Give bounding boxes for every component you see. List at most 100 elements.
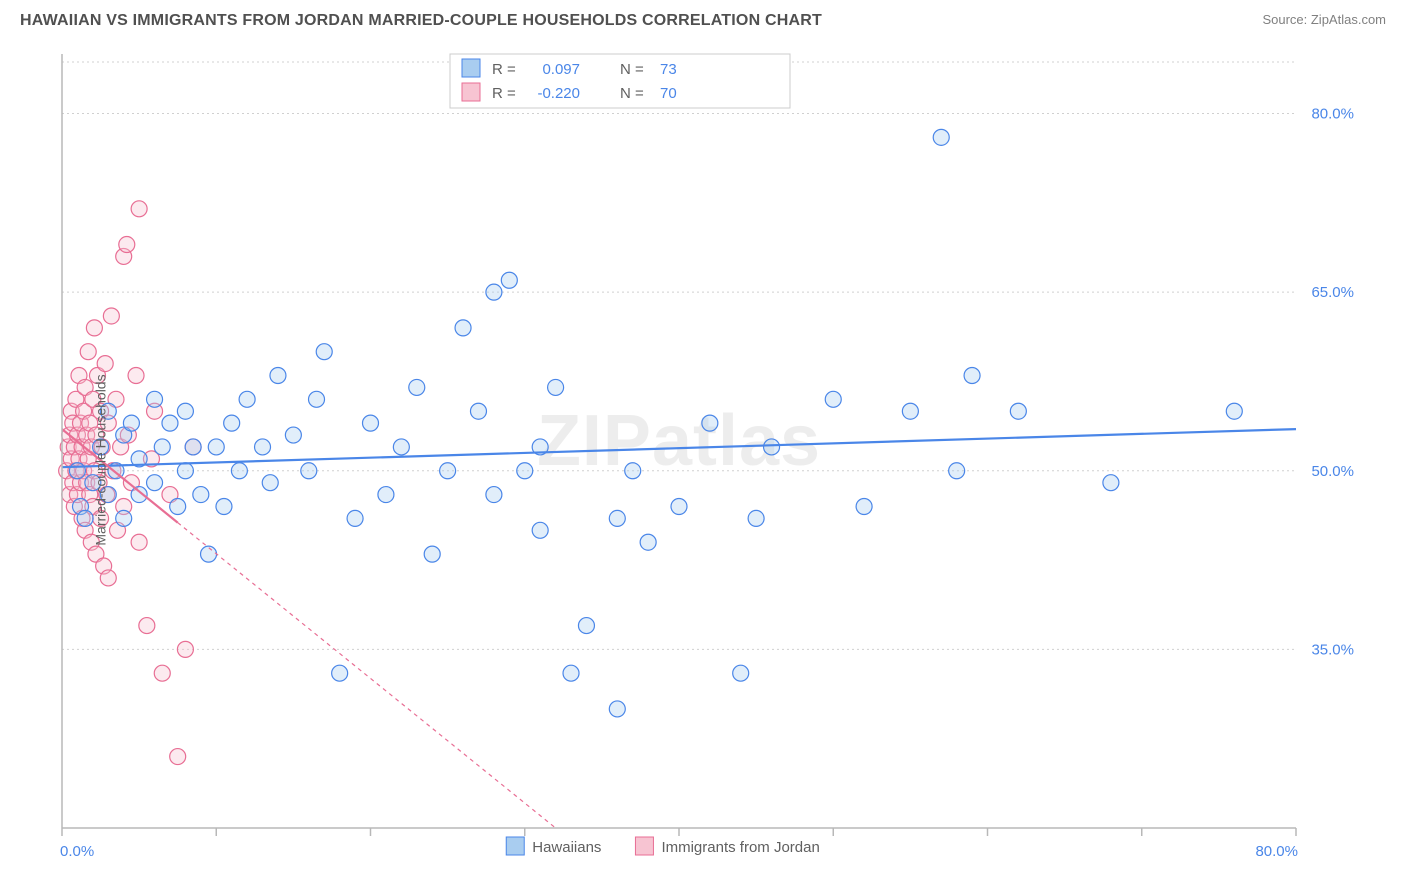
y-tick-label: 80.0% (1311, 106, 1354, 123)
data-point (702, 415, 718, 431)
y-tick-label: 50.0% (1311, 463, 1354, 480)
data-point (548, 379, 564, 395)
x-tick-label: 0.0% (60, 843, 94, 860)
data-point (748, 510, 764, 526)
data-point (231, 463, 247, 479)
x-tick-label: 80.0% (1255, 843, 1298, 860)
trend-line-dashed (178, 523, 556, 828)
data-point (216, 498, 232, 514)
data-point (609, 510, 625, 526)
legend-swatch (462, 59, 480, 77)
data-point (733, 665, 749, 681)
data-point (185, 439, 201, 455)
data-point (486, 284, 502, 300)
chart-header: HAWAIIAN VS IMMIGRANTS FROM JORDAN MARRI… (0, 0, 1406, 38)
data-point (309, 391, 325, 407)
data-point (119, 237, 135, 253)
data-point (764, 439, 780, 455)
data-point (455, 320, 471, 336)
data-point (77, 510, 93, 526)
data-point (97, 356, 113, 372)
data-point (964, 368, 980, 384)
data-point (671, 498, 687, 514)
data-point (856, 498, 872, 514)
data-point (170, 498, 186, 514)
data-point (128, 368, 144, 384)
data-point (378, 487, 394, 503)
data-point (255, 439, 271, 455)
stat-r-value: 0.097 (542, 61, 580, 78)
data-point (100, 570, 116, 586)
data-point (1226, 403, 1242, 419)
data-point (532, 522, 548, 538)
stat-r-value: -0.220 (537, 85, 580, 102)
data-point (316, 344, 332, 360)
data-point (424, 546, 440, 562)
chart-container: Married-couple Households 35.0% 50.0% 65.0… (20, 48, 1386, 872)
data-point (224, 415, 240, 431)
data-point (239, 391, 255, 407)
data-point (177, 463, 193, 479)
data-point (177, 641, 193, 657)
data-point (363, 415, 379, 431)
chart-source: Source: ZipAtlas.com (1262, 12, 1386, 27)
data-point (486, 487, 502, 503)
data-point (193, 487, 209, 503)
data-point (625, 463, 641, 479)
data-point (123, 415, 139, 431)
data-point (201, 546, 217, 562)
data-point (69, 463, 85, 479)
data-point (1103, 475, 1119, 491)
y-tick-label: 35.0% (1311, 641, 1354, 658)
scatter-chart: 35.0% 50.0% 65.0% 80.0% ZIPatlas 0.0% 80.0% R =… (20, 48, 1366, 872)
data-point (86, 320, 102, 336)
data-point (578, 618, 594, 634)
chart-title: HAWAIIAN VS IMMIGRANTS FROM JORDAN MARRI… (20, 12, 822, 30)
data-point (949, 463, 965, 479)
data-point (1010, 403, 1026, 419)
data-point (270, 368, 286, 384)
data-point (440, 463, 456, 479)
data-point (409, 379, 425, 395)
data-point (154, 665, 170, 681)
data-point (393, 439, 409, 455)
data-point (208, 439, 224, 455)
y-tick-label: 65.0% (1311, 284, 1354, 301)
stat-label: N = (620, 61, 644, 78)
data-point (902, 403, 918, 419)
data-point (517, 463, 533, 479)
legend-label: Immigrants from Jordan (661, 839, 819, 856)
legend-swatch (506, 837, 524, 855)
data-point (563, 665, 579, 681)
data-point (285, 427, 301, 443)
stat-label: R = (492, 85, 516, 102)
data-point (640, 534, 656, 550)
data-point (131, 201, 147, 217)
data-point (116, 510, 132, 526)
data-point (103, 308, 119, 324)
stat-n-value: 70 (660, 85, 677, 102)
data-point (609, 701, 625, 717)
legend-swatch (635, 837, 653, 855)
legend-label: Hawaiians (532, 839, 601, 856)
stat-label: N = (620, 85, 644, 102)
data-point (177, 403, 193, 419)
y-axis-label: Married-couple Households (93, 374, 109, 545)
data-point (825, 391, 841, 407)
data-point (170, 749, 186, 765)
data-point (501, 272, 517, 288)
data-point (162, 415, 178, 431)
watermark: ZIPatlas (537, 401, 821, 481)
data-point (147, 475, 163, 491)
data-point (80, 344, 96, 360)
data-point (332, 665, 348, 681)
stat-label: R = (492, 61, 516, 78)
data-point (933, 129, 949, 145)
data-point (301, 463, 317, 479)
data-point (262, 475, 278, 491)
legend-swatch (462, 83, 480, 101)
data-point (347, 510, 363, 526)
data-point (131, 534, 147, 550)
data-point (154, 439, 170, 455)
stat-n-value: 73 (660, 61, 677, 78)
